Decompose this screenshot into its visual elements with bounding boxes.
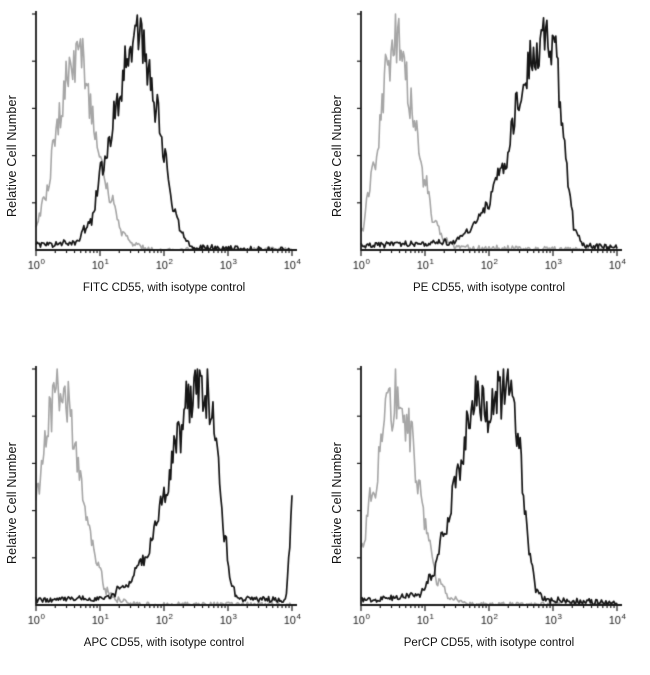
y-axis-label-text: Relative Cell Number (330, 94, 344, 218)
x-axis-caption-percp: PerCP CD55, with isotype control (403, 637, 575, 649)
histogram-canvas-fitc (24, 8, 314, 284)
y-axis-label-text: Relative Cell Number (5, 94, 19, 218)
x-axis-caption-apc: APC CD55, with isotype control (83, 637, 245, 649)
histogram-canvas-pe (349, 8, 639, 284)
x-axis-caption-fitc: FITC CD55, with isotype control (82, 282, 246, 294)
histogram-canvas-apc (24, 363, 314, 639)
panel-percp: Relative Cell Number PerCP CD55, with is… (325, 337, 650, 675)
y-axis-label-text: Relative Cell Number (330, 442, 344, 565)
plot-area-pe: PE CD55, with isotype control (349, 8, 639, 337)
histogram-canvas-percp (349, 363, 639, 639)
plot-area-percp: PerCP CD55, with isotype control (349, 363, 639, 675)
y-axis-label-percp: Relative Cell Number (325, 363, 349, 675)
y-axis-label-text: Relative Cell Number (5, 442, 19, 565)
y-axis-label-fitc: Relative Cell Number (0, 8, 24, 337)
y-axis-label-pe: Relative Cell Number (325, 8, 349, 337)
panel-apc: Relative Cell Number APC CD55, with isot… (0, 337, 325, 675)
panel-fitc: Relative Cell Number FITC CD55, with iso… (0, 0, 325, 337)
y-axis-label-apc: Relative Cell Number (0, 363, 24, 675)
panel-pe: Relative Cell Number PE CD55, with isoty… (325, 0, 650, 337)
x-axis-caption-pe: PE CD55, with isotype control (412, 282, 566, 294)
plot-area-fitc: FITC CD55, with isotype control (24, 8, 314, 337)
plot-area-apc: APC CD55, with isotype control (24, 363, 314, 675)
